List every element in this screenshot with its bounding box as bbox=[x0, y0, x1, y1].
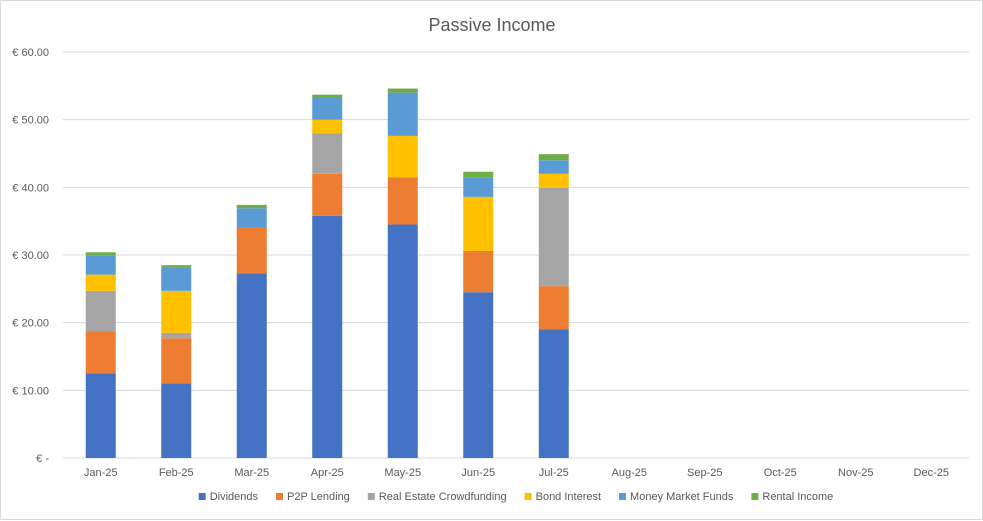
legend-label: Bond Interest bbox=[536, 491, 601, 503]
bar-mar-25-rental-income bbox=[236, 204, 267, 209]
legend-item-real-estate-crowdfunding: Real Estate Crowdfunding bbox=[367, 491, 507, 503]
bar-jul-25-dividends bbox=[538, 329, 569, 458]
bar-jul-25-p2p-lending bbox=[538, 286, 569, 330]
legend-item-dividends: Dividends bbox=[198, 491, 259, 503]
bar-feb-25-real-estate-crowdfunding bbox=[161, 332, 192, 339]
bar-jan-25-money-market-funds bbox=[85, 255, 116, 275]
legend-swatch bbox=[367, 493, 375, 500]
bar-apr-25-real-estate-crowdfunding bbox=[312, 133, 343, 174]
bar-feb-25-dividends bbox=[161, 383, 192, 458]
y-tick-label: € 20.00 bbox=[12, 318, 49, 330]
x-tick-label: Dec-25 bbox=[914, 467, 949, 479]
x-tick-label: May-25 bbox=[384, 467, 421, 479]
legend-item-rental-income: Rental Income bbox=[751, 491, 833, 503]
bar-mar-25-money-market-funds bbox=[236, 208, 267, 228]
x-tick-label: Feb-25 bbox=[159, 467, 194, 479]
legend-swatch bbox=[198, 493, 206, 500]
bar-jun-25-money-market-funds bbox=[463, 177, 494, 197]
grid-lines bbox=[63, 51, 969, 459]
bar-may-25-rental-income bbox=[387, 88, 418, 93]
bar-jan-25-p2p-lending bbox=[85, 331, 116, 374]
legend-swatch bbox=[524, 493, 532, 500]
y-tick-label: € 30.00 bbox=[12, 250, 49, 262]
bar-apr-25-dividends bbox=[312, 215, 343, 458]
x-tick-label: Oct-25 bbox=[764, 467, 797, 479]
legend-label: Dividends bbox=[210, 491, 259, 503]
legend-item-p2p-lending: P2P Lending bbox=[276, 491, 350, 503]
bar-jul-25-rental-income bbox=[538, 154, 569, 161]
y-tick-label: € 50.00 bbox=[12, 115, 49, 127]
legend-swatch bbox=[751, 493, 759, 500]
bar-feb-25-rental-income bbox=[161, 265, 192, 268]
bar-jan-25-rental-income bbox=[85, 252, 116, 256]
y-tick-label: € 10.00 bbox=[12, 385, 49, 397]
y-tick-label: € 60.00 bbox=[12, 47, 49, 59]
bar-mar-25-p2p-lending bbox=[236, 227, 267, 274]
y-tick-label: € 40.00 bbox=[12, 182, 49, 194]
bar-jan-25-real-estate-crowdfunding bbox=[85, 290, 116, 332]
bar-jun-25-dividends bbox=[463, 292, 494, 458]
legend: Dividends P2P Lending Real Estate Crowdfun… bbox=[198, 491, 833, 503]
bar-apr-25-money-market-funds bbox=[312, 98, 343, 120]
bar-jan-25-dividends bbox=[85, 373, 116, 458]
x-tick-label: Mar-25 bbox=[234, 467, 269, 479]
x-tick-label: Apr-25 bbox=[311, 467, 344, 479]
legend-label: Real Estate Crowdfunding bbox=[379, 491, 507, 503]
bar-may-25-bond-interest bbox=[387, 135, 418, 178]
bar-apr-25-p2p-lending bbox=[312, 173, 343, 216]
bar-jul-25-real-estate-crowdfunding bbox=[538, 188, 569, 287]
y-axis-ticks: € - € 10.00 € 20.00 € 30.00 € 40.00 € 50.00 € … bbox=[12, 47, 49, 465]
legend-label: P2P Lending bbox=[287, 491, 350, 503]
x-tick-label: Sep-25 bbox=[687, 467, 722, 479]
bar-may-25-money-market-funds bbox=[387, 92, 418, 136]
bar-jul-25-bond-interest bbox=[538, 173, 569, 189]
chart-title: Passive Income bbox=[428, 15, 555, 35]
x-axis-ticks: Jan-25 Feb-25 Mar-25 Apr-25 May-25 Jun-25 Jul-… bbox=[84, 467, 949, 479]
bar-jun-25-bond-interest bbox=[463, 196, 494, 251]
legend-swatch bbox=[276, 493, 283, 500]
bar-may-25-p2p-lending bbox=[387, 177, 418, 225]
bar-feb-25-bond-interest bbox=[161, 290, 192, 333]
bar-jan-25-bond-interest bbox=[85, 274, 116, 291]
bar-feb-25-money-market-funds bbox=[161, 267, 192, 291]
x-tick-label: Jun-25 bbox=[461, 467, 495, 479]
bar-may-25-dividends bbox=[387, 224, 418, 458]
legend-item-bond-interest: Bond Interest bbox=[524, 491, 601, 503]
x-tick-label: Nov-25 bbox=[838, 467, 873, 479]
bar-apr-25-rental-income bbox=[312, 94, 343, 99]
bar-jul-25-money-market-funds bbox=[538, 160, 569, 174]
bar-mar-25-dividends bbox=[236, 273, 267, 458]
y-tick-label: € - bbox=[36, 453, 49, 465]
legend-label: Money Market Funds bbox=[630, 491, 734, 503]
bar-feb-25-p2p-lending bbox=[161, 338, 192, 384]
legend-item-money-market-funds: Money Market Funds bbox=[619, 491, 734, 503]
bar-jun-25-rental-income bbox=[463, 171, 494, 178]
bar-apr-25-bond-interest bbox=[312, 119, 343, 134]
bars bbox=[85, 88, 569, 458]
bar-jun-25-p2p-lending bbox=[463, 250, 494, 293]
legend-label: Rental Income bbox=[762, 491, 833, 503]
legend-swatch bbox=[619, 493, 627, 500]
x-tick-label: Aug-25 bbox=[612, 467, 647, 479]
x-tick-label: Jul-25 bbox=[539, 467, 569, 479]
x-tick-label: Jan-25 bbox=[84, 467, 118, 479]
